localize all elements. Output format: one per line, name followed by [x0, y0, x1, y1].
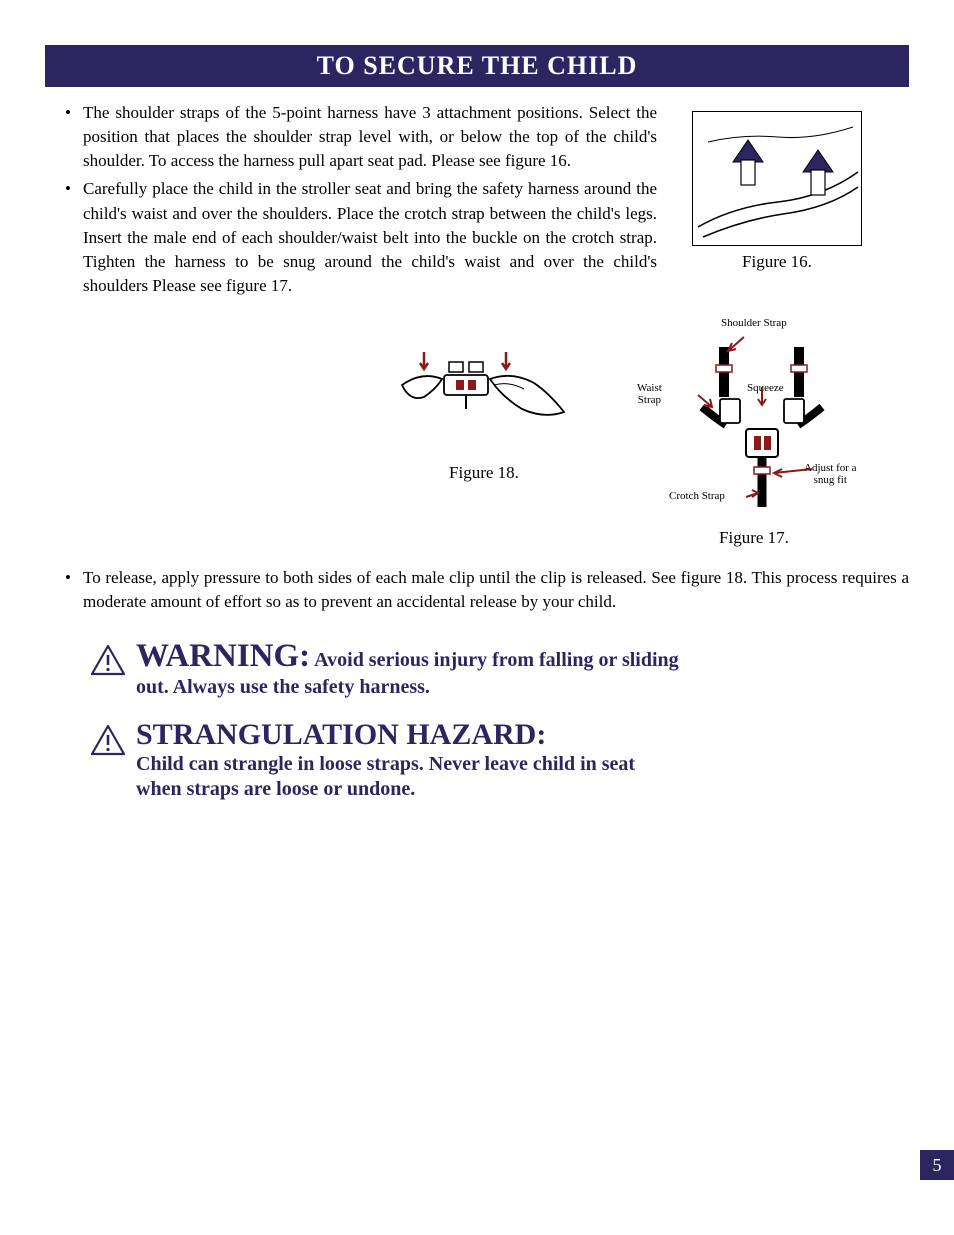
warning-block-1: WARNING: Avoid serious injury from falli…	[45, 638, 685, 700]
instruction-list-top: The shoulder straps of the 5-point harne…	[45, 101, 657, 298]
figure-17-illustration	[654, 327, 854, 522]
figure-16-illustration	[692, 111, 862, 246]
warning-triangle-icon	[90, 724, 126, 756]
figure-16-caption: Figure 16.	[677, 252, 877, 272]
figure-18-block: Figure 18.	[384, 327, 584, 548]
figure-18-caption: Figure 18.	[384, 463, 584, 483]
instruction-item: Carefully place the child in the strolle…	[65, 177, 657, 298]
top-content-row: The shoulder straps of the 5-point harne…	[45, 101, 909, 302]
warning-1-text: WARNING: Avoid serious injury from falli…	[136, 638, 685, 700]
instruction-item: The shoulder straps of the 5-point harne…	[65, 101, 657, 173]
figure-17-block: Shoulder Strap Waist Strap Squeeze Adjus…	[639, 327, 869, 548]
instruction-item: To release, apply pressure to both sides…	[65, 566, 909, 614]
figure-18-illustration	[394, 327, 574, 457]
instruction-text-column: The shoulder straps of the 5-point harne…	[45, 101, 657, 302]
release-instructions: To release, apply pressure to both sides…	[45, 566, 909, 614]
warning-triangle-icon	[90, 644, 126, 676]
figure-16-column: Figure 16.	[677, 101, 877, 302]
warning-2-lead: STRANGULATION HAZARD:	[136, 718, 685, 752]
warning-block-2: STRANGULATION HAZARD: Child can strangle…	[45, 718, 685, 802]
warning-1-lead: WARNING:	[136, 638, 310, 674]
section-header: TO SECURE THE CHILD	[45, 45, 909, 87]
figure-17-caption: Figure 17.	[639, 528, 869, 548]
warning-2-text: STRANGULATION HAZARD: Child can strangle…	[136, 718, 685, 802]
mid-figures-row: Figure 18. Shoulder Strap Waist Strap Sq…	[45, 327, 909, 548]
warning-2-body: Child can strangle in loose straps. Neve…	[136, 752, 685, 802]
instruction-list-release: To release, apply pressure to both sides…	[45, 566, 909, 614]
page-number: 5	[920, 1150, 954, 1180]
